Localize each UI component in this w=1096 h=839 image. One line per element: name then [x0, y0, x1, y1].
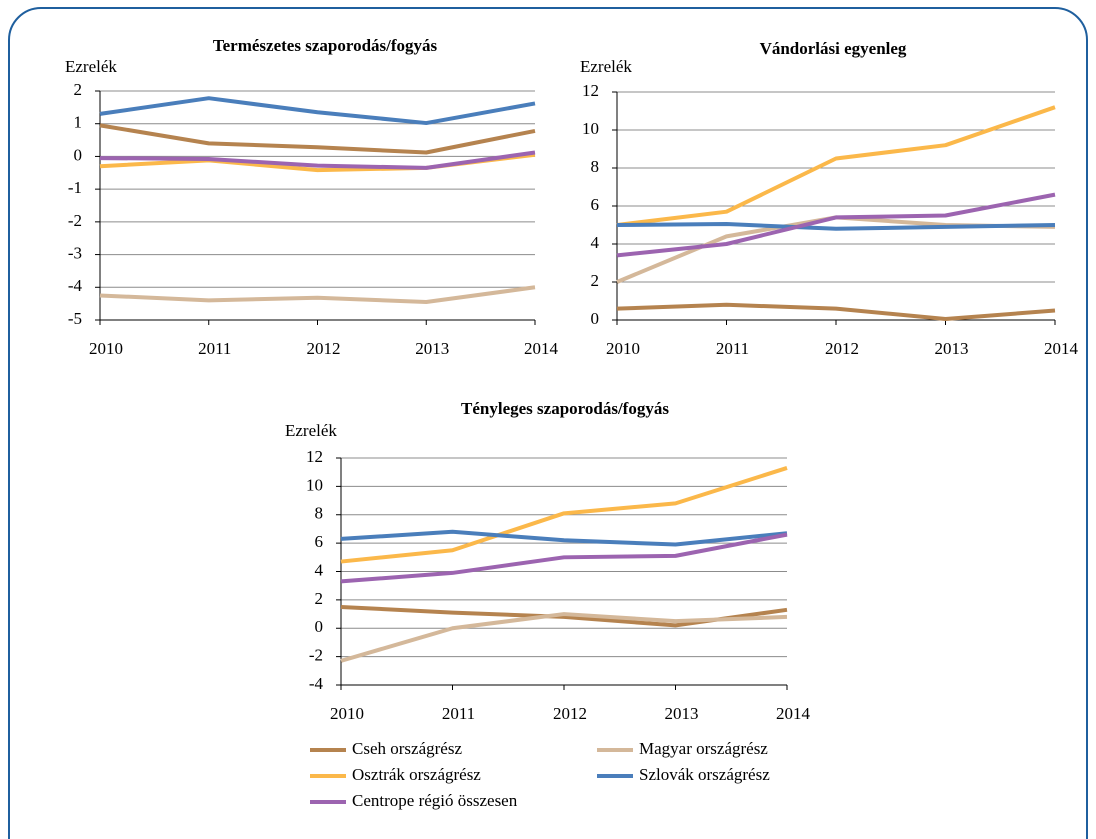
- y-tick-label: 12: [306, 447, 323, 466]
- y-tick-label: 4: [591, 233, 600, 252]
- y-axis-label: Ezrelék: [580, 57, 632, 76]
- x-tick-label: 2012: [825, 339, 859, 358]
- x-tick-label: 2011: [198, 339, 231, 358]
- legend-label: Centrope régió összesen: [352, 791, 518, 810]
- y-tick-label: -1: [68, 178, 82, 197]
- y-tick-label: -2: [309, 646, 323, 665]
- x-tick-label: 2014: [524, 339, 559, 358]
- x-tick-label: 2010: [89, 339, 123, 358]
- y-tick-label: 10: [582, 119, 599, 138]
- y-tick-label: 2: [74, 80, 83, 99]
- legend-label: Osztrák országrész: [352, 765, 481, 784]
- series-line: Centrope régió összesen: [340, 532, 788, 584]
- legend-label: Szlovák országrész: [639, 765, 770, 784]
- y-tick-label: 10: [306, 475, 323, 494]
- x-tick-label: 2012: [553, 704, 587, 723]
- y-axis-label: Ezrelék: [65, 57, 117, 76]
- series-line: Osztrák országrész: [616, 105, 1056, 227]
- frame: [8, 7, 1088, 839]
- chart-title: Vándorlási egyenleg: [760, 39, 907, 58]
- chart-title: Tényleges szaporodás/fogyás: [461, 399, 669, 418]
- x-tick-label: 2010: [606, 339, 640, 358]
- y-tick-label: -5: [68, 309, 82, 328]
- legend-label: Cseh országrész: [352, 739, 462, 758]
- y-tick-label: 8: [591, 157, 600, 176]
- series-line: Cseh országrész: [99, 123, 536, 155]
- y-axis-label: Ezrelék: [285, 421, 337, 440]
- y-tick-label: 12: [582, 81, 599, 100]
- x-tick-label: 2013: [935, 339, 969, 358]
- y-tick-label: -4: [309, 674, 324, 693]
- y-tick-label: 6: [315, 532, 324, 551]
- x-tick-label: 2010: [330, 704, 364, 723]
- series-line: Szlovák országrész: [340, 529, 788, 547]
- series-line: Magyar országrész: [99, 285, 536, 305]
- series-line: Szlovák országrész: [99, 96, 536, 126]
- y-tick-label: -3: [68, 243, 82, 262]
- series-line: Centrope régió összesen: [616, 192, 1056, 258]
- x-tick-label: 2013: [665, 704, 699, 723]
- series-line: Cseh országrész: [616, 302, 1056, 322]
- x-tick-label: 2011: [442, 704, 475, 723]
- y-tick-label: 2: [591, 271, 600, 290]
- x-tick-label: 2014: [1044, 339, 1079, 358]
- series-line: Szlovák országrész: [616, 222, 1056, 231]
- x-tick-label: 2011: [716, 339, 749, 358]
- x-tick-label: 2013: [415, 339, 449, 358]
- y-tick-label: 1: [74, 113, 83, 132]
- y-tick-label: 0: [591, 309, 600, 328]
- y-tick-label: -2: [68, 211, 82, 230]
- y-tick-label: 0: [74, 145, 83, 164]
- y-tick-label: 8: [315, 504, 324, 523]
- y-tick-label: 2: [315, 589, 324, 608]
- y-tick-label: 0: [315, 617, 324, 636]
- chart-title: Természetes szaporodás/fogyás: [213, 36, 438, 55]
- y-tick-label: 6: [591, 195, 600, 214]
- y-tick-label: 4: [315, 560, 324, 579]
- series-line: Centrope régió összesen: [99, 150, 536, 170]
- y-tick-label: -4: [68, 276, 83, 295]
- x-tick-label: 2014: [776, 704, 811, 723]
- series-line: Osztrák országrész: [340, 466, 788, 564]
- x-tick-label: 2012: [307, 339, 341, 358]
- series-line: Magyar országrész: [340, 612, 788, 663]
- legend-label: Magyar országrész: [639, 739, 768, 758]
